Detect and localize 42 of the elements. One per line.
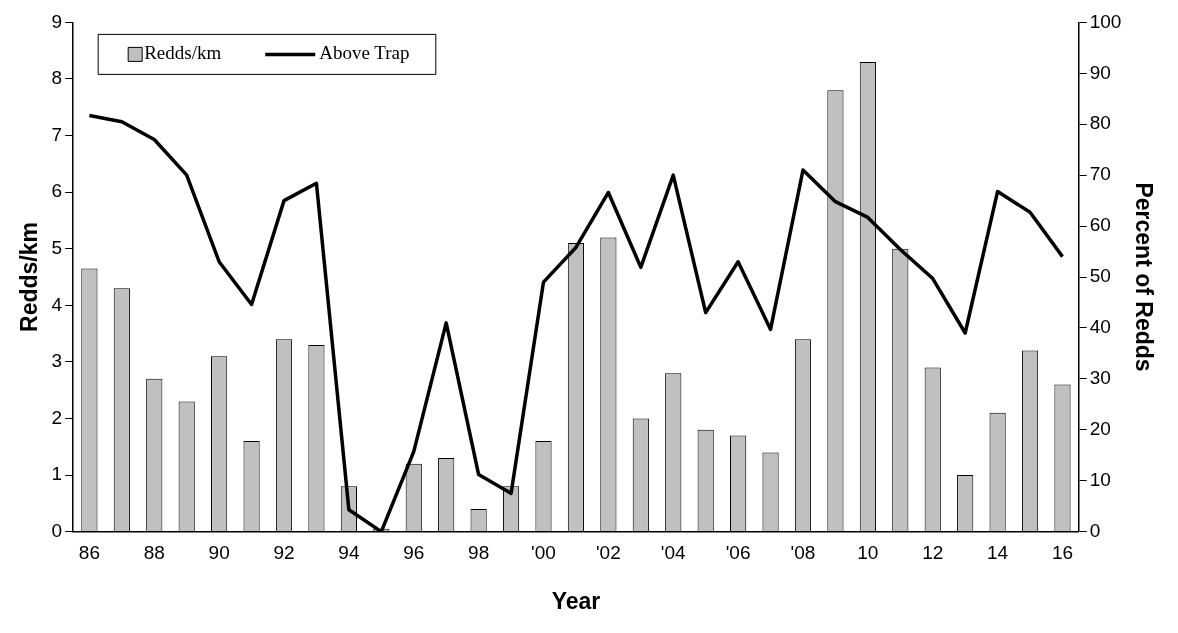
y-tick-label: 8 (51, 67, 63, 89)
y2-axis-title: Percent of Redds (1130, 182, 1157, 372)
y-tick-label: 3 (51, 350, 63, 372)
y-axis-title: Redds/km (16, 222, 43, 332)
y2-tick-label: 70 (1089, 163, 1111, 185)
x-tick-label: '00 (531, 542, 556, 564)
x-tick-label: '08 (790, 542, 816, 564)
y-tick-label: 4 (51, 293, 63, 315)
y2-tick-label: 80 (1089, 112, 1111, 134)
y-tick-label: 1 (51, 463, 63, 485)
y2-tick-label: 10 (1089, 468, 1111, 490)
x-tick-label: 10 (857, 542, 879, 564)
x-tick-label: '02 (595, 542, 621, 564)
x-tick-label: 14 (987, 542, 1009, 564)
legend-label: Redds/km (144, 42, 222, 64)
y-tick-label: 6 (51, 180, 63, 202)
y2-tick-label: 0 (1089, 519, 1101, 541)
y-tick-label: 5 (51, 236, 63, 258)
y-tick-label: 9 (51, 10, 63, 32)
y2-tick-label: 30 (1089, 367, 1111, 389)
x-tick-label: 98 (468, 542, 490, 564)
legend-label: Above Trap (319, 42, 410, 64)
y2-tick-label: 20 (1089, 417, 1111, 439)
y2-tick-label: 90 (1089, 61, 1111, 83)
x-tick-label: 88 (143, 542, 165, 564)
y2-tick-label: 60 (1089, 214, 1111, 236)
y2-tick-label: 50 (1089, 265, 1111, 287)
y-tick-label: 2 (51, 406, 63, 428)
y-tick-label: 7 (51, 123, 63, 145)
x-tick-label: 92 (273, 542, 295, 564)
x-tick-label: 90 (208, 542, 230, 564)
x-tick-label: 86 (78, 542, 100, 564)
x-tick-label: 12 (922, 542, 944, 564)
x-axis-title: Year (551, 587, 601, 614)
y2-tick-label: 100 (1089, 10, 1122, 32)
x-tick-label: '06 (725, 542, 751, 564)
x-tick-label: '04 (660, 542, 687, 564)
x-tick-label: 94 (338, 542, 360, 564)
y-tick-label: 0 (51, 519, 63, 541)
y2-tick-label: 40 (1089, 316, 1111, 338)
x-tick-label: 16 (1051, 542, 1074, 564)
x-tick-label: 96 (403, 542, 425, 564)
